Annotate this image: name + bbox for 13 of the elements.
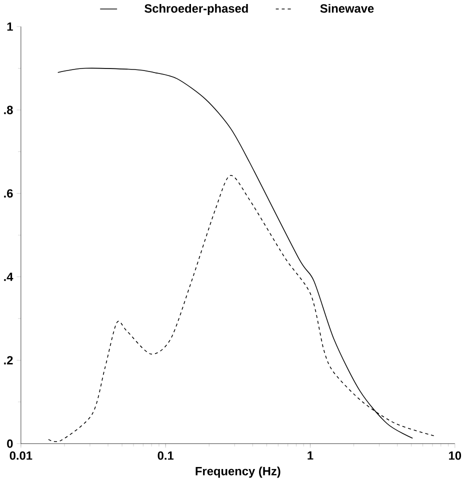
x-axis-title: Frequency (Hz): [196, 466, 280, 478]
y-tick-label: .2: [4, 356, 13, 364]
y-tick-label: .8: [4, 106, 13, 114]
legend-label: Schroeder-phased: [144, 4, 248, 16]
y-tick-label: .6: [4, 189, 13, 198]
y-tick-label: 0: [7, 439, 13, 448]
x-tick-label: 0.01: [10, 451, 32, 460]
legend-label: Sinewave: [320, 4, 374, 13]
x-tick-label: 10: [449, 451, 462, 460]
y-tick-label: 1: [7, 22, 13, 31]
x-tick-label: 0.1: [158, 451, 174, 460]
y-tick-label: .4: [4, 272, 14, 281]
x-tick-label: 1: [308, 451, 314, 460]
